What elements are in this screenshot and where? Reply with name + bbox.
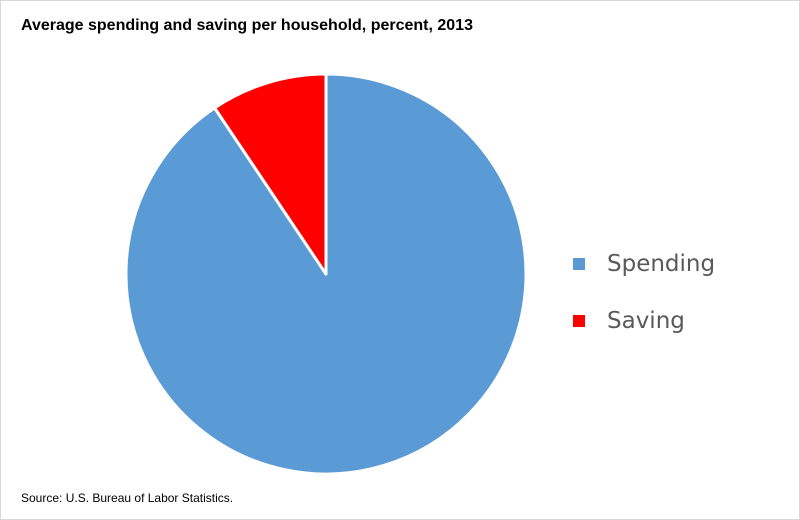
legend-label-spending: Spending (607, 251, 716, 277)
legend-item-spending: Spending (573, 245, 715, 283)
legend-swatch-spending (573, 258, 585, 270)
pie-slice-spending (124, 72, 528, 476)
legend-label-saving: Saving (607, 308, 685, 334)
chart-legend: Spending Saving (573, 245, 715, 359)
source-note: Source: U.S. Bureau of Labor Statistics. (21, 491, 234, 505)
chart-title: Average spending and saving per househol… (21, 17, 473, 34)
legend-swatch-saving (573, 315, 585, 327)
legend-item-saving: Saving (573, 302, 715, 340)
pie-slice-saving (213, 72, 328, 276)
